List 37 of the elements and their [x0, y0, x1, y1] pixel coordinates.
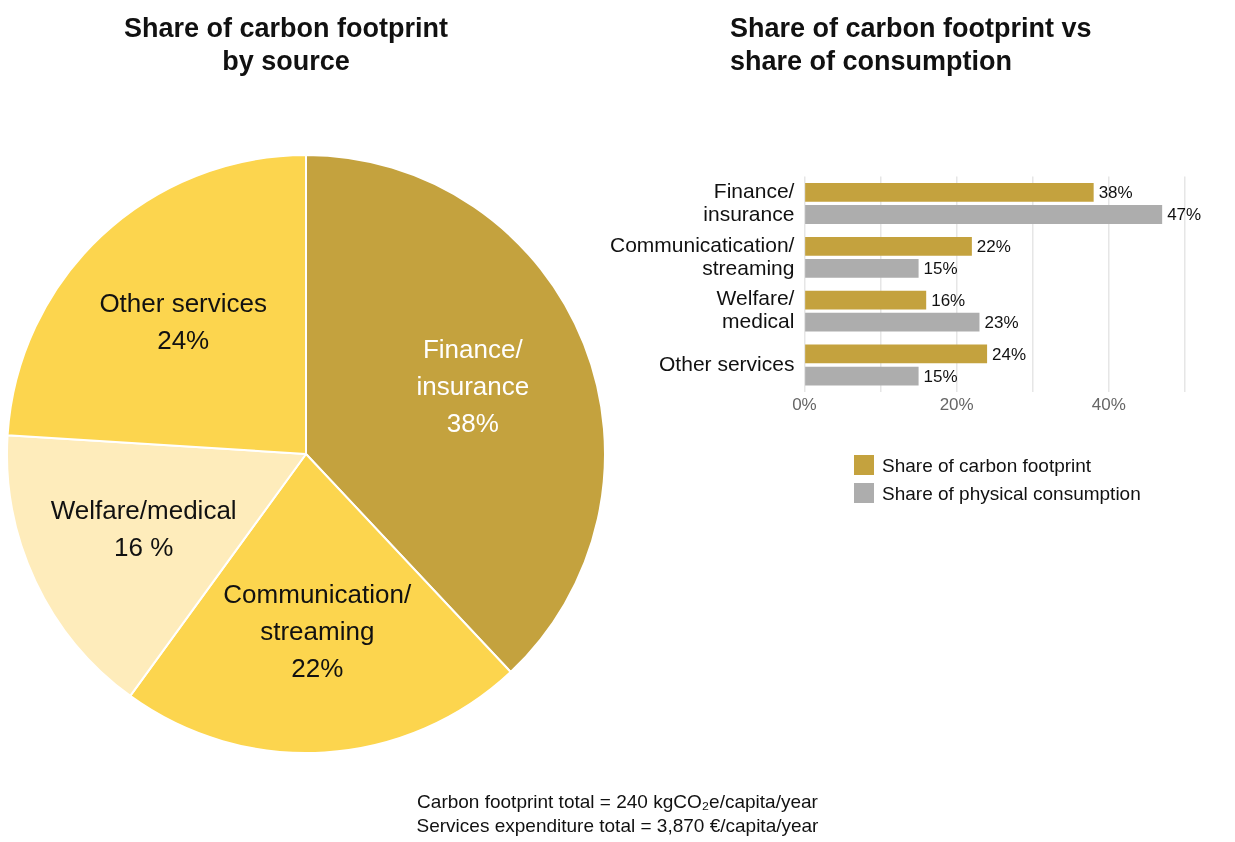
data-label: 22%	[976, 236, 1011, 256]
text: Services expenditure total = 3,870 €/capita/year	[416, 815, 819, 836]
bar	[805, 312, 980, 332]
bar	[805, 205, 1163, 224]
slice-label: Other services	[99, 287, 267, 318]
x-tick-label: 40%	[1091, 394, 1126, 414]
data-label: 47%	[1167, 205, 1202, 225]
bar	[805, 366, 919, 386]
slice-label: Communication/ streaming	[223, 579, 412, 647]
data-label: 38%	[446, 408, 499, 439]
data-label: 15%	[923, 366, 958, 386]
x-tick-label: 0%	[792, 394, 817, 414]
y-tick-label: Finance/ insurance	[703, 178, 795, 225]
data-label: 22%	[291, 653, 344, 684]
chart-title: Share of carbon footprint by source	[123, 12, 449, 78]
data-label: 16%	[931, 290, 966, 310]
slice-label: Finance/ insurance	[416, 334, 530, 402]
bar	[805, 258, 919, 278]
y-tick-label: Communicatication/ streaming	[610, 232, 795, 279]
legend-label: Share of physical consumption	[881, 482, 1141, 506]
data-label: 38%	[1098, 183, 1133, 203]
legend-label: Share of carbon footprint	[881, 454, 1093, 478]
bar	[805, 344, 988, 364]
y-tick-label: Welfare/ medical	[716, 286, 795, 333]
bar	[805, 290, 927, 310]
bar	[805, 183, 1094, 202]
text: Carbon footprint total = 240 kgCO₂e/capita/year	[417, 791, 818, 812]
bar	[805, 236, 972, 256]
slice-label: Welfare/medical	[50, 495, 237, 526]
data-label: 15%	[923, 259, 958, 279]
data-label: 24%	[157, 324, 210, 355]
data-label: 23%	[984, 312, 1019, 332]
data-label: 16 %	[114, 532, 174, 563]
y-tick-label: Other services	[659, 351, 795, 375]
chart-title: Share of carbon footprint vs share of consumption	[730, 12, 1092, 78]
x-tick-label: 20%	[939, 394, 974, 414]
data-label: 24%	[992, 344, 1027, 364]
